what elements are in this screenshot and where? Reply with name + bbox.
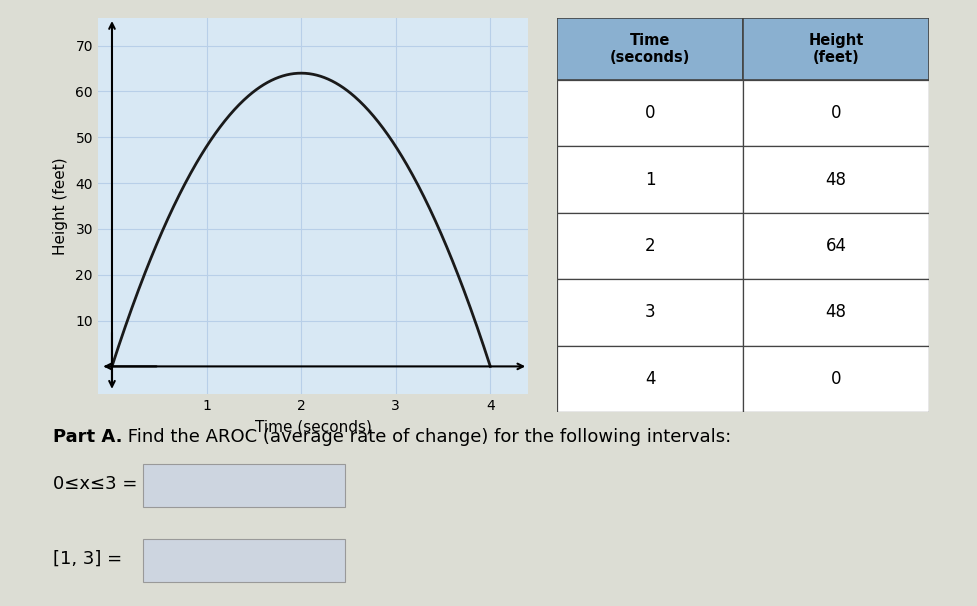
FancyBboxPatch shape <box>557 345 743 412</box>
FancyBboxPatch shape <box>743 345 928 412</box>
Text: Time
(seconds): Time (seconds) <box>610 33 690 65</box>
Text: 0: 0 <box>645 104 655 122</box>
Text: 0: 0 <box>830 104 840 122</box>
Text: 48: 48 <box>825 304 846 321</box>
FancyBboxPatch shape <box>144 464 345 507</box>
FancyBboxPatch shape <box>743 213 928 279</box>
Text: 4: 4 <box>645 370 655 388</box>
Text: 48: 48 <box>825 171 846 188</box>
FancyBboxPatch shape <box>557 18 743 80</box>
X-axis label: Time (seconds): Time (seconds) <box>254 420 371 435</box>
FancyBboxPatch shape <box>557 147 743 213</box>
FancyBboxPatch shape <box>557 279 743 345</box>
Y-axis label: Height (feet): Height (feet) <box>54 157 68 255</box>
Text: 1: 1 <box>645 171 655 188</box>
Text: Part A.: Part A. <box>53 428 122 446</box>
Text: 2: 2 <box>645 237 655 255</box>
Text: 0: 0 <box>830 370 840 388</box>
Text: Find the AROC (average rate of change) for the following intervals:: Find the AROC (average rate of change) f… <box>122 428 731 446</box>
FancyBboxPatch shape <box>557 80 743 147</box>
FancyBboxPatch shape <box>144 539 345 582</box>
FancyBboxPatch shape <box>743 147 928 213</box>
FancyBboxPatch shape <box>557 213 743 279</box>
FancyBboxPatch shape <box>743 80 928 147</box>
FancyBboxPatch shape <box>743 279 928 345</box>
Text: 3: 3 <box>645 304 655 321</box>
FancyBboxPatch shape <box>743 18 928 80</box>
Text: Height
(feet): Height (feet) <box>808 33 863 65</box>
Text: 64: 64 <box>825 237 846 255</box>
Text: 0≤x≤3 =: 0≤x≤3 = <box>53 475 137 493</box>
Text: [1, 3] =: [1, 3] = <box>53 550 121 568</box>
